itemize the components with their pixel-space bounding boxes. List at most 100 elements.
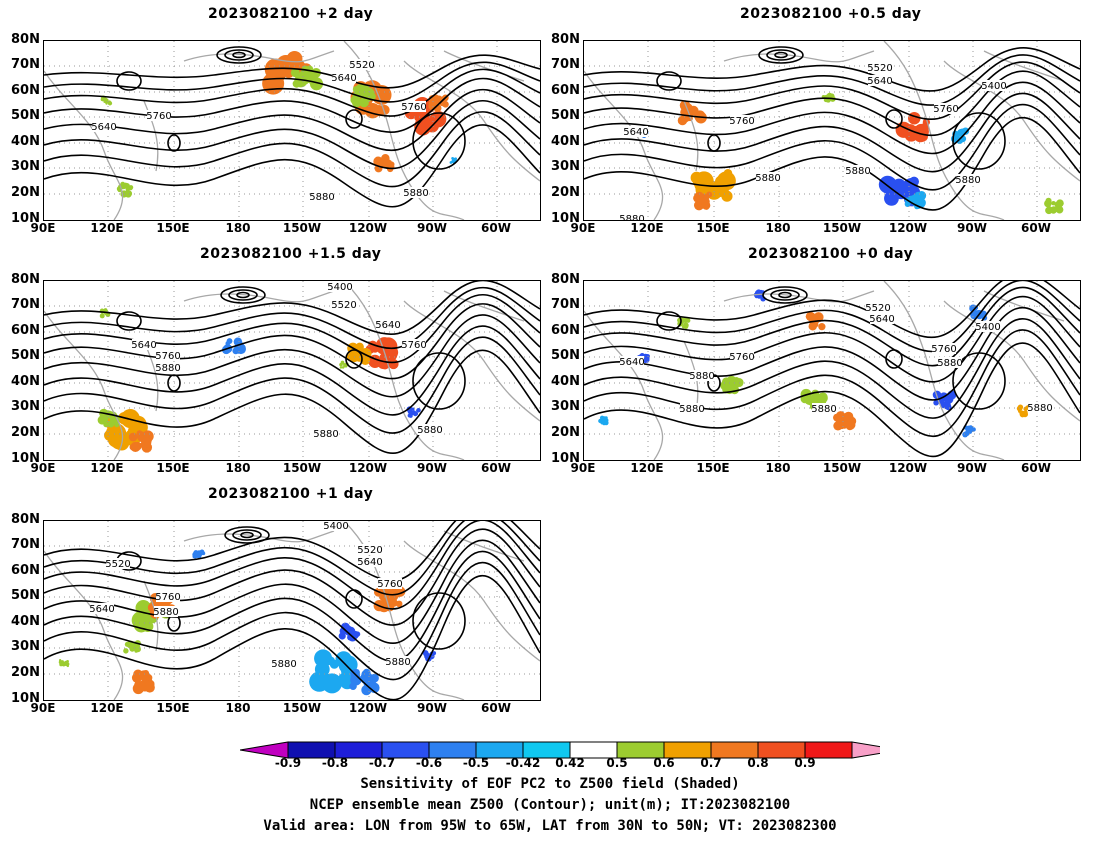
latitude-label: 40N [551,374,580,389]
contour-label: 5880 [385,657,410,668]
longitude-label: 180 [765,461,791,475]
footer-line-3: Valid area: LON from 95W to 65W, LAT fro… [263,818,837,834]
contour-label: 5880 [845,166,870,177]
contour-label: 5880 [417,425,442,436]
contour-label: 5640 [331,73,356,84]
map-panel-plus-2-day: 5520 5640 5640 5760 5760 5880 5880 [43,40,541,221]
longitude-label: 120E [90,461,124,475]
longitude-label: 90W [957,221,987,235]
longitude-label: 150W [822,461,862,475]
contour-label: 5640 [867,76,892,87]
longitude-label: 90W [417,701,447,715]
contour-label: 5640 [89,604,114,615]
longitude-label: 150E [156,461,190,475]
latitude-label: 80N [11,512,40,527]
contour-label: 5880 [755,173,780,184]
footer-line-1: Sensitivity of EOF PC2 to Z500 field (Sh… [360,776,740,792]
latitude-label: 50N [11,348,40,363]
map-panel-plus-0-day: 5520 5640 5400 5640 5760 5760 5880 5880 5880 5880… [583,280,1081,461]
longitude-label: 60W [1021,461,1051,475]
colorbar-tick-label: 0.8 [747,756,769,770]
panel-title-p5: 2023082100 +1 day [208,486,374,502]
longitude-label: 150W [282,221,322,235]
contour-label: 5640 [357,557,382,568]
map-panel-plus-1-day: 5400 5520 5520 5640 5640 5760 5760 5880 5880 5880 [43,520,541,701]
latitude-label: 30N [11,399,40,414]
longitude-label: 180 [225,461,251,475]
latitude-label: 80N [551,32,580,47]
colorbar [240,741,880,759]
contour-label: 5760 [729,116,754,127]
latitude-label: 70N [551,297,580,312]
contour-label: 5400 [327,282,352,293]
contour-label: 5880 [937,358,962,369]
colorbar-tick-label: 0.5 [606,756,628,770]
contour-label: 5880 [313,429,338,440]
contour-label: 5760 [155,592,180,603]
longitude-label: 120W [348,461,388,475]
longitude-label: 60W [1021,221,1051,235]
latitude-label: 60N [11,563,40,578]
latitude-label: 70N [551,57,580,72]
latitude-label: 20N [11,185,40,200]
contour-label: 5640 [91,122,116,133]
contour-label: 5520 [865,303,890,314]
contour-label: 5880 [811,404,836,415]
contour-label: 5520 [105,559,130,570]
contour-label: 5400 [981,81,1006,92]
longitude-label: 90E [30,221,56,235]
contour-label: 5640 [131,340,156,351]
contour-label: 5520 [331,300,356,311]
contour-label: 5880 [619,214,644,220]
footer-line-2: NCEP ensemble mean Z500 (Contour); unit(… [309,797,791,813]
latitude-label: 40N [11,614,40,629]
latitude-label: 40N [11,134,40,149]
contour-label: 5880 [309,192,334,203]
colorbar-tick-label: -0.6 [415,756,443,770]
colorbar-tick-label: -0.7 [368,756,396,770]
longitude-label: 90W [417,461,447,475]
latitude-label: 40N [11,374,40,389]
longitude-label: 180 [765,221,791,235]
contour-label: 5400 [323,521,348,532]
longitude-label: 120E [630,461,664,475]
contour-label: 5880 [155,363,180,374]
latitude-label: 60N [551,323,580,338]
longitude-label: 90E [30,461,56,475]
colorbar-tick-label: -0.5 [462,756,490,770]
latitude-label: 30N [551,159,580,174]
colorbar-tick-label: 0.6 [653,756,675,770]
colorbar-tick-label: -0.9 [274,756,302,770]
latitude-label: 60N [11,83,40,98]
contour-label: 5760 [146,111,171,122]
latitude-label: 20N [551,425,580,440]
contour-label: 5640 [869,314,894,325]
latitude-label: 50N [11,588,40,603]
longitude-label: 150W [822,221,862,235]
longitude-label: 150E [696,221,730,235]
longitude-label: 150E [696,461,730,475]
longitude-label: 90W [957,461,987,475]
latitude-label: 40N [551,134,580,149]
contour-label: 5760 [377,579,402,590]
colorbar-tick-label: 0.7 [700,756,722,770]
longitude-label: 90W [417,221,447,235]
contour-label: 5880 [689,371,714,382]
contour-label: 5640 [623,127,648,138]
contour-label: 5760 [931,344,956,355]
contour-label: 5760 [401,102,426,113]
contour-label: 5640 [375,320,400,331]
contour-label: 5760 [401,340,426,351]
contour-label: 5880 [153,607,178,618]
longitude-label: 60W [481,461,511,475]
latitude-label: 20N [11,425,40,440]
longitude-label: 90E [570,461,596,475]
map-panel-plus-0-5-day: 5520 5640 5400 5640 5760 5760 5880 5880 5880 5880 [583,40,1081,221]
longitude-label: 90E [570,221,596,235]
colorbar-right-arrow [851,741,880,759]
panel-title-p2: 2023082100 +0.5 day [740,6,922,22]
longitude-label: 150E [156,701,190,715]
panel-title-p3: 2023082100 +1.5 day [200,246,382,262]
latitude-label: 20N [11,665,40,680]
contour-label: 5400 [975,322,1000,333]
